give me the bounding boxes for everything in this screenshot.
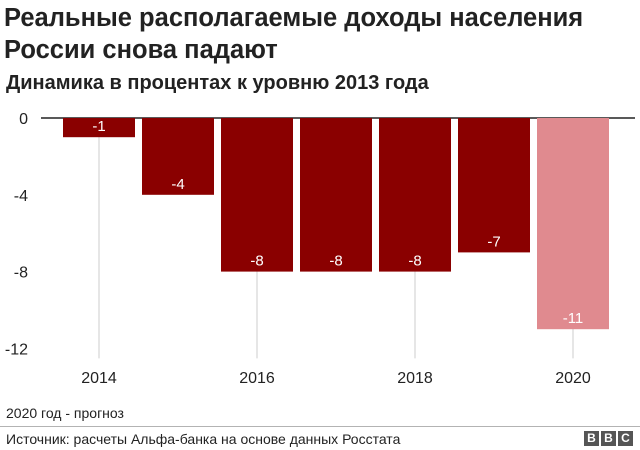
bars-layer bbox=[63, 118, 609, 330]
bar bbox=[300, 118, 372, 272]
y-tick-label: -12 bbox=[5, 341, 28, 358]
bbc-logo: B B C bbox=[584, 431, 633, 446]
bbc-logo-letter: C bbox=[618, 431, 633, 446]
x-tick-label: 2016 bbox=[239, 370, 275, 387]
x-tick-label: 2018 bbox=[397, 370, 433, 387]
bar-value-label: -8 bbox=[329, 253, 342, 270]
bar-value-label: -8 bbox=[408, 253, 421, 270]
x-tick-label: 2014 bbox=[81, 370, 117, 387]
y-tick-label: 0 bbox=[19, 111, 28, 128]
bbc-logo-letter: B bbox=[584, 431, 599, 446]
bar bbox=[221, 118, 293, 272]
chart-subtitle: Динамика в процентах к уровню 2013 года bbox=[6, 72, 429, 94]
bar-value-label: -4 bbox=[171, 176, 184, 193]
bar bbox=[379, 118, 451, 272]
source-text: Источник: расчеты Альфа-банка на основе … bbox=[6, 431, 401, 447]
bar-value-label: -1 bbox=[92, 118, 105, 135]
bar-chart: 0 -4 -8 -12 2014 2016 2018 2020 -1 -4 -8 -8 -8 -7 -11 bbox=[5, 111, 635, 387]
bbc-logo-letter: B bbox=[601, 431, 616, 446]
bar bbox=[537, 118, 609, 330]
bar-value-label: -7 bbox=[487, 233, 500, 250]
forecast-note: 2020 год - прогноз bbox=[6, 405, 124, 421]
bar bbox=[63, 118, 135, 138]
x-tick-label: 2020 bbox=[555, 370, 591, 387]
chart-title: Реальные располагаемые доходы населения … bbox=[4, 4, 584, 64]
bar bbox=[458, 118, 530, 253]
bar-value-label: -8 bbox=[250, 253, 263, 270]
y-tick-label: -8 bbox=[14, 265, 28, 282]
labels-layer: -1 -4 -8 -8 -8 -7 -11 bbox=[92, 118, 583, 327]
footer-divider bbox=[0, 426, 640, 427]
y-tick-label: -4 bbox=[14, 188, 28, 205]
bar bbox=[142, 118, 214, 195]
bar-value-label: -11 bbox=[563, 310, 584, 327]
ticks-layer: 0 -4 -8 -12 2014 2016 2018 2020 bbox=[5, 111, 591, 387]
